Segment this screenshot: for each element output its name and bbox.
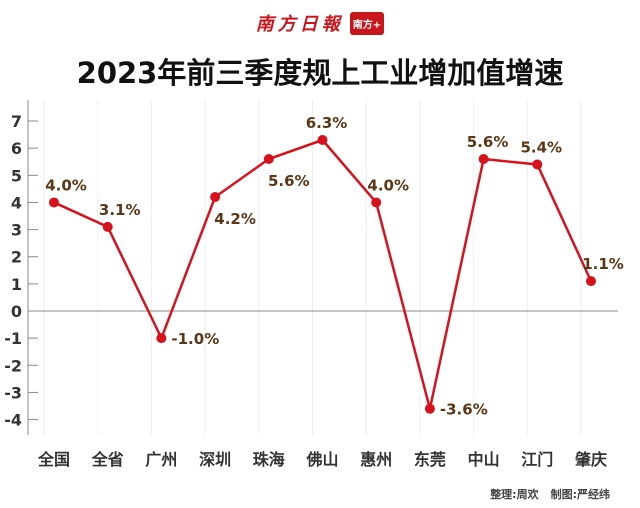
y-tick-label: 2 [11, 248, 22, 267]
credit-editor: 整理:周欢 [490, 488, 539, 501]
y-tick-label: -3 [4, 383, 22, 402]
y-tick-label: 5 [11, 166, 22, 185]
data-point [263, 154, 274, 165]
data-label: 3.1% [99, 201, 141, 219]
logo-text: 南方日報 [255, 14, 344, 35]
x-tick-label: 中山 [468, 450, 500, 469]
x-tick-label: 广州 [145, 450, 177, 469]
data-label: 1.1% [582, 255, 624, 273]
x-tick-label: 全国 [37, 450, 70, 469]
y-tick-label: 4 [11, 193, 22, 212]
y-tick-label: 3 [11, 221, 22, 240]
data-label: 5.4% [520, 138, 562, 156]
y-tick-label: -4 [4, 411, 22, 430]
data-point [586, 276, 596, 287]
data-label: 5.6% [268, 172, 310, 190]
x-tick-label: 深圳 [199, 450, 231, 469]
chart-title: 2023年前三季度规上工业增加值增速 [76, 56, 564, 90]
data-point [424, 403, 435, 414]
y-tick-label: 7 [11, 112, 22, 131]
data-point [478, 154, 489, 165]
data-point [102, 221, 113, 232]
data-point [49, 197, 59, 208]
brand-logo: 南方日報 南方+ [0, 10, 640, 36]
data-point [317, 135, 328, 146]
data-point [210, 192, 221, 203]
y-tick-label: 0 [11, 302, 22, 321]
x-tick-label: 全省 [91, 450, 124, 469]
credits: 整理:周欢 制图:严经纬 [478, 486, 610, 502]
x-tick-label: 东莞 [414, 450, 446, 469]
y-tick-label: 6 [11, 139, 22, 158]
data-label: 4.0% [45, 176, 87, 194]
data-label: 4.2% [214, 210, 256, 228]
data-label: 4.0% [367, 176, 409, 194]
data-point [532, 159, 543, 170]
data-label: 5.6% [467, 133, 509, 151]
x-tick-label: 肇庆 [574, 450, 607, 469]
credit-designer: 制图:严经纬 [550, 488, 610, 501]
logo-badge: 南方+ [349, 11, 385, 35]
data-point [371, 197, 382, 208]
y-tick-label: -1 [4, 329, 22, 348]
data-point [156, 333, 167, 344]
y-tick-label: -2 [4, 356, 22, 375]
y-tick-label: 1 [11, 275, 22, 294]
data-label: -3.6% [440, 401, 488, 419]
data-label: -1.0% [171, 330, 219, 348]
series-line [53, 138, 593, 410]
x-tick-label: 珠海 [253, 450, 285, 469]
data-label: 6.3% [306, 114, 348, 132]
x-tick-label: 惠州 [360, 450, 392, 469]
x-tick-label: 江门 [521, 450, 553, 469]
x-tick-label: 佛山 [305, 450, 338, 469]
